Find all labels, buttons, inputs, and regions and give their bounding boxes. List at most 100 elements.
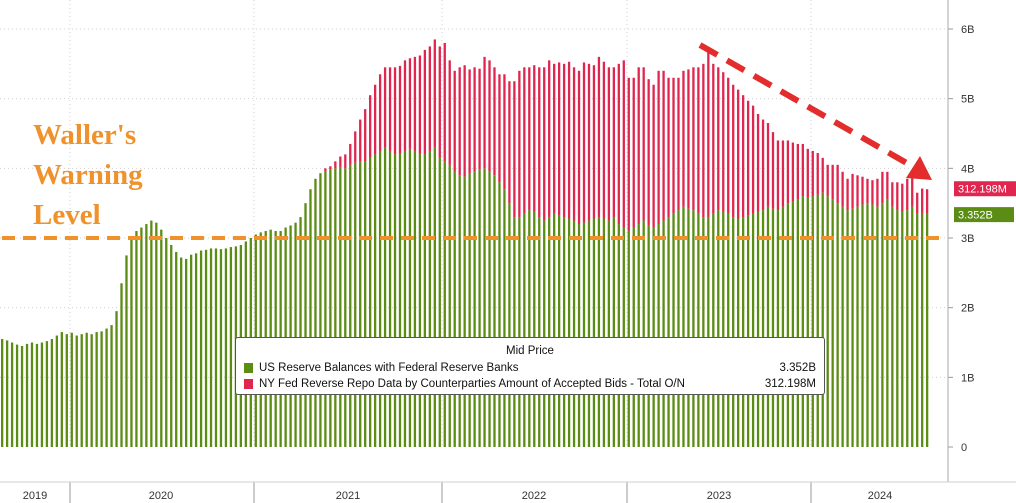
bar-reserves — [354, 162, 357, 447]
bar-reverse-repo — [508, 81, 511, 204]
bar-reserves — [349, 164, 352, 447]
y-tick-label: 2B — [961, 303, 974, 315]
bar-reverse-repo — [498, 74, 501, 183]
trend-arrow-line — [698, 42, 914, 169]
bar-reverse-repo — [831, 164, 834, 200]
bar-reserves — [443, 161, 446, 447]
bar-reserves — [130, 238, 133, 447]
bar-reverse-repo — [548, 60, 551, 218]
bar-reverse-repo — [443, 42, 446, 162]
bar-reverse-repo — [557, 62, 561, 216]
bar-reserves — [473, 171, 476, 448]
bar-reverse-repo — [791, 142, 795, 202]
y-tick-label: 1B — [961, 372, 974, 384]
bar-reserves — [493, 175, 496, 448]
bar-reverse-repo — [707, 49, 710, 218]
bar-reserves — [1, 339, 4, 447]
bar-reserves — [677, 210, 680, 447]
bar-reverse-repo — [448, 60, 451, 165]
bar-reserves — [438, 157, 441, 447]
bar-reverse-repo — [359, 119, 362, 162]
bar-reserves — [712, 213, 715, 447]
bar-reverse-repo — [612, 67, 615, 218]
bar-reverse-repo — [488, 60, 491, 172]
bar-reserves — [120, 283, 123, 447]
bar-reverse-repo — [438, 46, 441, 158]
bar-reverse-repo — [657, 70, 660, 225]
bar-reserves — [781, 206, 785, 447]
bar-reserves — [717, 210, 720, 447]
bar-reverse-repo — [354, 131, 357, 163]
bar-reserves — [642, 220, 645, 447]
bar-reserves — [896, 210, 899, 447]
bar-reserves — [369, 157, 372, 447]
bar-reverse-repo — [911, 171, 914, 207]
bar-reserves — [20, 345, 24, 447]
bar-reserves — [567, 218, 571, 447]
legend-title: Mid Price — [506, 345, 554, 357]
bar-reserves — [761, 210, 765, 447]
bar-reserves — [916, 213, 919, 447]
bar-reserves — [582, 222, 586, 447]
bar-reverse-repo — [901, 183, 904, 212]
bar-series — [1, 39, 929, 448]
bar-reverse-repo — [836, 164, 839, 204]
bar-reserves — [60, 332, 63, 447]
bar-reverse-repo — [543, 67, 546, 221]
bar-reverse-repo — [339, 156, 342, 167]
bar-reserves — [756, 211, 760, 447]
rrp-value-badge — [954, 181, 1016, 197]
bar-reserves — [209, 248, 213, 447]
bar-reverse-repo — [771, 132, 775, 209]
bar-reverse-repo — [597, 56, 601, 218]
bar-reserves — [562, 217, 566, 447]
bar-reserves — [612, 217, 615, 447]
bar-reserves — [657, 224, 660, 447]
bar-reserves — [5, 340, 9, 447]
bar-reserves — [339, 166, 342, 447]
bar-reverse-repo — [577, 70, 581, 225]
bar-reverse-repo — [423, 49, 427, 155]
bar-reverse-repo — [378, 74, 382, 151]
bar-reverse-repo — [756, 113, 760, 212]
annotations: Waller's Warning Level — [2, 42, 945, 240]
bar-reserves — [503, 189, 506, 447]
bar-reverse-repo — [344, 154, 347, 169]
bar-reserves — [125, 255, 128, 447]
bar-reserves — [30, 342, 34, 447]
bar-reserves — [886, 199, 889, 447]
bar-reverse-repo — [846, 178, 849, 211]
bar-reserves — [115, 311, 118, 447]
legend-value-reserves: 3.352B — [779, 362, 816, 374]
bar-reverse-repo — [722, 72, 725, 212]
bar-reverse-repo — [413, 56, 417, 151]
bar-reserves — [423, 154, 427, 447]
last-value-badges: 312.198M 3.352B — [954, 181, 1016, 223]
bar-reserves — [826, 196, 829, 447]
bar-reverse-repo — [816, 153, 819, 195]
bar-reverse-repo — [712, 63, 715, 214]
bar-reverse-repo — [538, 67, 541, 218]
bar-reverse-repo — [851, 173, 854, 209]
bar-reserves — [90, 334, 93, 447]
bar-reserves — [398, 153, 402, 448]
bar-reverse-repo — [369, 95, 372, 158]
legend-label-reserves: US Reserve Balances with Federal Reserve… — [259, 362, 519, 374]
bar-reserves — [393, 154, 397, 447]
bar-reserves — [692, 210, 695, 447]
bar-reverse-repo — [523, 67, 526, 214]
bar-reverse-repo — [627, 77, 630, 232]
bar-reserves — [309, 189, 312, 447]
bar-reverse-repo — [592, 65, 596, 219]
bar-reserves — [403, 150, 407, 447]
bar-reverse-repo — [796, 143, 799, 200]
bar-reserves — [180, 257, 183, 447]
bar-reverse-repo — [642, 67, 645, 221]
bar-reserves — [319, 173, 322, 447]
bar-reserves — [816, 194, 819, 447]
bar-reserves — [866, 203, 869, 447]
bar-reserves — [145, 224, 148, 447]
bar-reserves — [722, 211, 725, 447]
bar-reverse-repo — [692, 67, 695, 211]
